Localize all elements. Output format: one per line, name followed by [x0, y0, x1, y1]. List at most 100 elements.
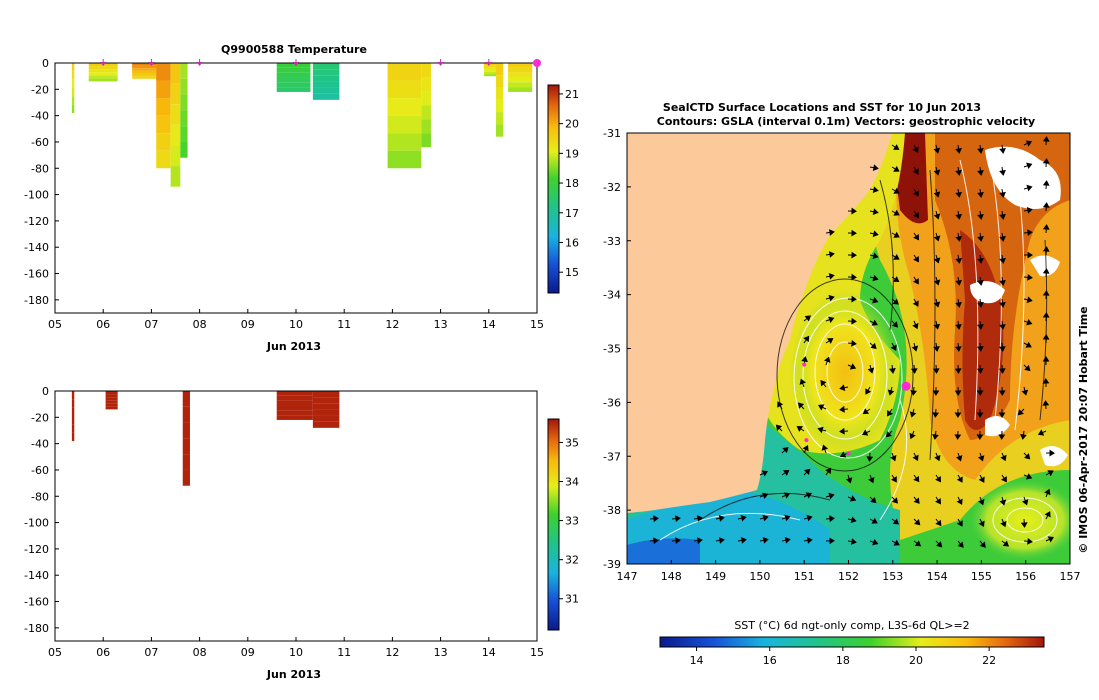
- velocity-arrowhead: [1026, 207, 1033, 214]
- profile-cell: [508, 82, 533, 88]
- velocity-arrowhead: [1026, 162, 1033, 169]
- velocity-arrowhead: [999, 213, 1006, 220]
- velocity-arrowhead: [933, 169, 941, 176]
- salinity-plot-frame: [54, 390, 538, 642]
- profile-marker-arrow: [100, 62, 107, 66]
- velocity-arrowhead: [675, 515, 681, 522]
- velocity-arrowhead: [675, 537, 681, 545]
- velocity-arrowhead: [1000, 520, 1007, 528]
- velocity-arrowhead: [954, 412, 962, 418]
- velocity-arrowhead: [1000, 454, 1007, 462]
- x-tick-label: 15: [530, 646, 544, 659]
- velocity-arrowhead: [912, 190, 919, 197]
- velocity-arrowhead: [851, 207, 857, 215]
- colorbar-tick-label: 31: [565, 593, 579, 606]
- velocity-arrowhead: [932, 433, 939, 440]
- velocity-arrowhead: [804, 468, 811, 475]
- y-tick-label: 0: [42, 385, 49, 398]
- velocity-arrowhead: [1027, 537, 1033, 545]
- velocity-arrowhead: [1042, 334, 1050, 340]
- profile-cell: [180, 141, 188, 158]
- colorbar-tick-label: 15: [565, 266, 579, 279]
- profile-marker-arrow: [148, 62, 155, 66]
- profile-cell: [312, 403, 340, 410]
- velocity-arrowhead: [1042, 224, 1050, 230]
- velocity-arrowhead: [851, 229, 857, 237]
- profile-cell: [170, 83, 181, 105]
- velocity-arrowhead: [1044, 488, 1051, 496]
- velocity-arrowhead: [912, 454, 919, 462]
- velocity-arrowhead: [829, 229, 835, 236]
- velocity-arrowhead: [866, 456, 874, 462]
- velocity-arrowhead: [796, 425, 804, 432]
- velocity-arrowhead: [976, 434, 984, 440]
- y-tick-label: -60: [31, 136, 49, 149]
- velocity-arrowhead: [977, 302, 984, 308]
- profile-cell: [312, 81, 340, 88]
- velocity-arrowhead: [1027, 229, 1033, 237]
- colorbar-tick-label: 32: [565, 554, 579, 567]
- velocity-arrowhead: [1044, 511, 1051, 518]
- profile-cell: [276, 77, 311, 83]
- velocity-arrowhead: [977, 324, 984, 330]
- x-tick-label: 07: [144, 646, 158, 659]
- velocity-arrowhead: [1017, 409, 1024, 416]
- x-tick-label: 10: [289, 646, 303, 659]
- velocity-arrowhead: [849, 495, 857, 502]
- profile-cell: [180, 63, 188, 79]
- velocity-arrowhead: [872, 252, 879, 260]
- velocity-arrowhead: [936, 541, 943, 548]
- profile-cell: [312, 391, 340, 398]
- temperature-panel: Q9900588 Temperature 05 06 07 08 09 10 11 12 13 1…: [24, 43, 579, 353]
- velocity-arrowhead: [892, 518, 900, 525]
- profile-cell: [483, 73, 497, 77]
- velocity-arrowhead: [893, 187, 900, 194]
- velocity-arrowhead: [933, 213, 941, 220]
- x-tick-label: 12: [385, 646, 399, 659]
- velocity-arrowhead: [761, 470, 769, 477]
- velocity-arrowhead: [839, 427, 845, 435]
- velocity-arrowhead: [829, 515, 835, 523]
- profile-cell: [180, 110, 188, 127]
- salinity-colorbar: [547, 418, 560, 631]
- velocity-arrowhead: [762, 514, 769, 522]
- velocity-arrowhead: [998, 368, 1006, 374]
- velocity-arrowhead: [804, 315, 811, 322]
- map-x-tick-label: 152: [838, 570, 859, 583]
- velocity-arrowhead: [998, 346, 1006, 352]
- velocity-arrowhead: [893, 539, 900, 546]
- profile-cell: [105, 403, 118, 407]
- y-tick-label: -120: [24, 543, 49, 556]
- profile-cell: [132, 63, 157, 66]
- profile-cell: [182, 469, 190, 486]
- velocity-arrowhead: [976, 412, 984, 418]
- previous-location-dot: [802, 362, 807, 367]
- velocity-arrowhead: [979, 541, 986, 548]
- map-x-tick-label: 148: [661, 570, 682, 583]
- profile-cell: [71, 399, 75, 408]
- profile-cell: [71, 71, 75, 80]
- velocity-arrowhead: [913, 278, 919, 285]
- velocity-arrowhead: [955, 279, 962, 286]
- x-tick-label: 08: [193, 646, 207, 659]
- profile-cell: [312, 421, 340, 428]
- y-tick-label: -180: [24, 294, 49, 307]
- map-y-tick-label: -38: [603, 504, 621, 517]
- velocity-arrowhead: [851, 339, 857, 347]
- profile-cell: [421, 105, 431, 120]
- profile-cell: [71, 416, 75, 425]
- profile-cell: [421, 91, 431, 106]
- sst-colorbar-tick-label: 22: [982, 654, 996, 667]
- velocity-arrowhead: [890, 455, 897, 462]
- velocity-arrowhead: [1047, 470, 1054, 477]
- temperature-profiles: [71, 63, 533, 187]
- velocity-arrowhead: [1037, 429, 1045, 436]
- profile-cell: [182, 391, 190, 407]
- x-tick-label: 05: [48, 646, 62, 659]
- profile-cell: [88, 66, 118, 70]
- salinity-x-ticks: 05 06 07 08 09 10 11 12 13 14 15: [48, 637, 544, 659]
- velocity-arrowhead: [914, 540, 922, 547]
- temperature-colorbar-ticks: 15 16 17 18 19 20 21: [559, 88, 579, 279]
- velocity-arrowhead: [999, 257, 1006, 264]
- x-tick-label: 06: [96, 318, 110, 331]
